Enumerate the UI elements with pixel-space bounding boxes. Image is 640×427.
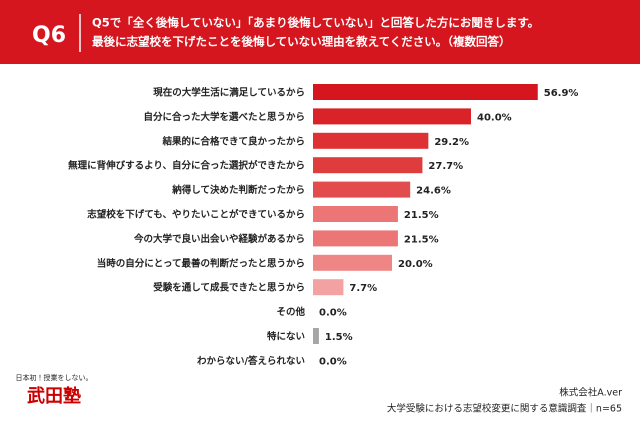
value-label: 29.2% bbox=[434, 137, 469, 148]
value-label: 0.0% bbox=[319, 356, 347, 367]
value-label: 20.0% bbox=[398, 259, 433, 270]
bar bbox=[313, 132, 429, 149]
category-label: 現在の大学生活に満足しているから bbox=[153, 87, 305, 99]
value-label: 1.5% bbox=[325, 332, 353, 343]
bar bbox=[313, 230, 398, 247]
source: 株式会社A.ver bbox=[559, 387, 622, 399]
category-label: 自分に合った大学を選べたと思うから bbox=[143, 111, 305, 123]
bar bbox=[313, 84, 538, 100]
logo-name: 武田塾 bbox=[27, 385, 81, 407]
chart-title: Q5で「全く後悔していない」「あまり後悔していない」と回答した方にお聞きします。 bbox=[92, 16, 539, 30]
bar bbox=[313, 108, 471, 125]
value-label: 56.9% bbox=[544, 88, 579, 99]
chart-subtitle: 最後に志望校を下げたことを後悔していない理由を教えてください。（複数回答） bbox=[92, 35, 510, 49]
value-label: 27.7% bbox=[428, 161, 463, 172]
logo-tagline: 日本初！授業をしない。 bbox=[16, 373, 93, 382]
value-label: 21.5% bbox=[404, 234, 439, 245]
survey-note: 大学受験における志望校変更に関する意識調査｜n=65 bbox=[387, 403, 622, 415]
category-label: 結果的に合格できて良かったから bbox=[161, 135, 305, 147]
category-label: 無理に背伸びするより、自分に合った選択ができたから bbox=[68, 160, 305, 172]
bar bbox=[313, 328, 319, 344]
bar bbox=[313, 181, 411, 198]
value-label: 40.0% bbox=[477, 112, 512, 123]
category-label: その他 bbox=[276, 306, 305, 318]
category-label: 特にない bbox=[267, 331, 305, 343]
value-label: 24.6% bbox=[416, 186, 451, 197]
bar bbox=[313, 279, 344, 296]
value-label: 0.0% bbox=[319, 308, 347, 319]
value-label: 7.7% bbox=[349, 283, 377, 294]
category-label: 今の大学で良い出会いや経験があるから bbox=[134, 233, 305, 245]
bar bbox=[313, 157, 423, 174]
question-number: Q6 bbox=[32, 23, 66, 48]
category-label: 志望校を下げても、やりたいことができているから bbox=[86, 209, 305, 221]
category-label: 当時の自分にとって最善の判断だったと思うから bbox=[97, 257, 305, 269]
value-label: 21.5% bbox=[404, 210, 439, 221]
bar bbox=[313, 254, 392, 271]
bar bbox=[313, 206, 398, 222]
category-label: 納得して決めた判断だったから bbox=[171, 184, 305, 196]
header-band bbox=[0, 0, 640, 64]
category-label: 受験を通して成長できたと思うから bbox=[153, 282, 305, 294]
category-label: わからない/答えられない bbox=[197, 355, 305, 367]
